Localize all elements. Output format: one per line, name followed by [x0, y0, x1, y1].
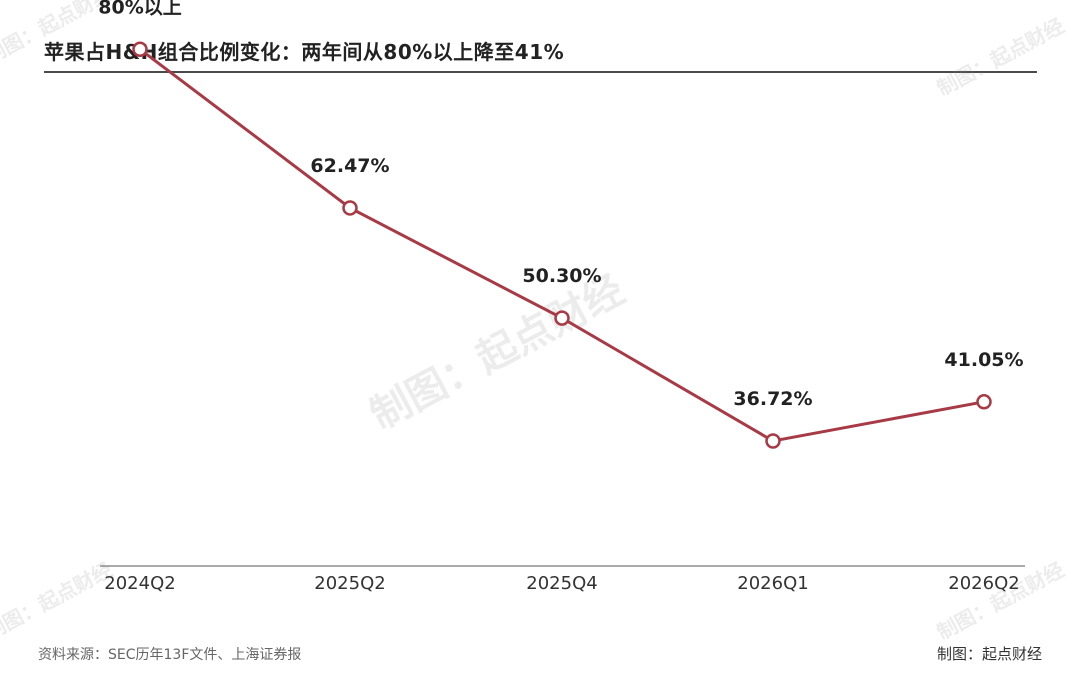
watermark-1: 制图：起点财经 — [933, 13, 1068, 100]
x-tick-label-2026Q2: 2026Q2 — [948, 573, 1019, 594]
data-point-2026Q1 — [765, 433, 781, 449]
x-tick-label-2024Q2: 2024Q2 — [104, 573, 175, 594]
chart-title: 苹果占H&H组合比例变化：两年间从80%以上降至41% — [44, 40, 565, 64]
watermark-2: 制图：起点财经 — [363, 267, 632, 439]
series-line — [139, 48, 985, 443]
watermark-4: 制图：起点财经 — [933, 557, 1068, 644]
x-tick-label-2026Q1: 2026Q1 — [737, 573, 808, 594]
data-label-2025Q2: 62.47% — [310, 155, 389, 177]
chart-credit: 制图：起点财经 — [936, 645, 1042, 663]
data-point-2025Q2 — [342, 200, 358, 216]
data-label-2024Q2: 80%以上 — [98, 0, 181, 18]
data-label-2026Q1: 36.72% — [733, 388, 812, 410]
source-note: 资料来源：SEC历年13F文件、上海证券报 — [38, 647, 302, 663]
data-point-2025Q4 — [554, 310, 570, 326]
data-point-2024Q2 — [132, 41, 148, 58]
x-tick-label-2025Q4: 2025Q4 — [526, 573, 597, 594]
x-tick-label-2025Q2: 2025Q2 — [314, 573, 385, 594]
watermark-3: 制图：起点财经 — [0, 557, 116, 644]
data-label-2026Q2: 41.05% — [944, 349, 1023, 371]
data-label-2025Q4: 50.30% — [522, 265, 601, 287]
title-divider — [44, 71, 1037, 73]
data-point-2026Q2 — [976, 394, 992, 410]
